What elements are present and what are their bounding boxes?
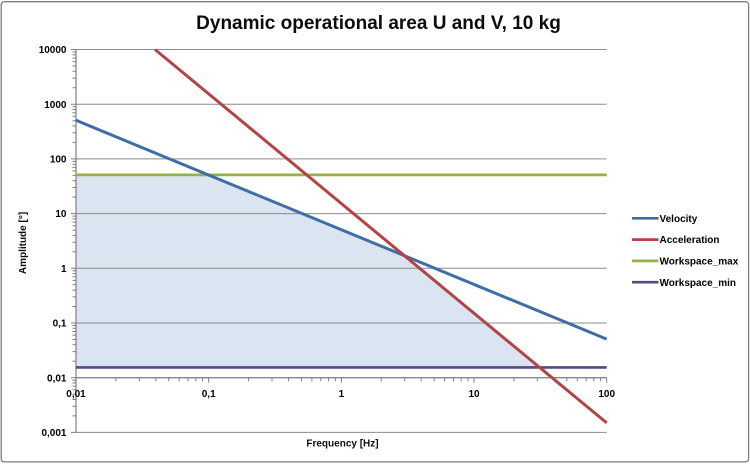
svg-text:1: 1 <box>61 264 67 275</box>
svg-text:10: 10 <box>468 389 480 400</box>
svg-text:0,1: 0,1 <box>202 389 216 400</box>
svg-text:1: 1 <box>339 389 345 400</box>
svg-text:0,01: 0,01 <box>66 389 86 400</box>
svg-text:Workspace_max: Workspace_max <box>660 257 739 268</box>
svg-text:1000: 1000 <box>44 100 67 111</box>
svg-text:Dynamic operational area U and: Dynamic operational area U and V, 10 kg <box>196 13 561 34</box>
svg-text:10: 10 <box>55 209 67 220</box>
svg-text:0,1: 0,1 <box>53 319 67 330</box>
svg-text:100: 100 <box>50 155 67 166</box>
svg-text:Workspace_min: Workspace_min <box>660 278 737 289</box>
svg-text:0,01: 0,01 <box>47 373 67 384</box>
svg-text:100: 100 <box>598 389 615 400</box>
svg-text:10000: 10000 <box>39 45 67 56</box>
svg-text:Frequency [Hz]: Frequency [Hz] <box>306 438 378 449</box>
svg-text:Amplitude [°]: Amplitude [°] <box>18 212 29 274</box>
svg-text:Velocity: Velocity <box>660 214 698 225</box>
svg-text:0,001: 0,001 <box>41 428 66 439</box>
svg-text:Acceleration: Acceleration <box>660 235 720 246</box>
